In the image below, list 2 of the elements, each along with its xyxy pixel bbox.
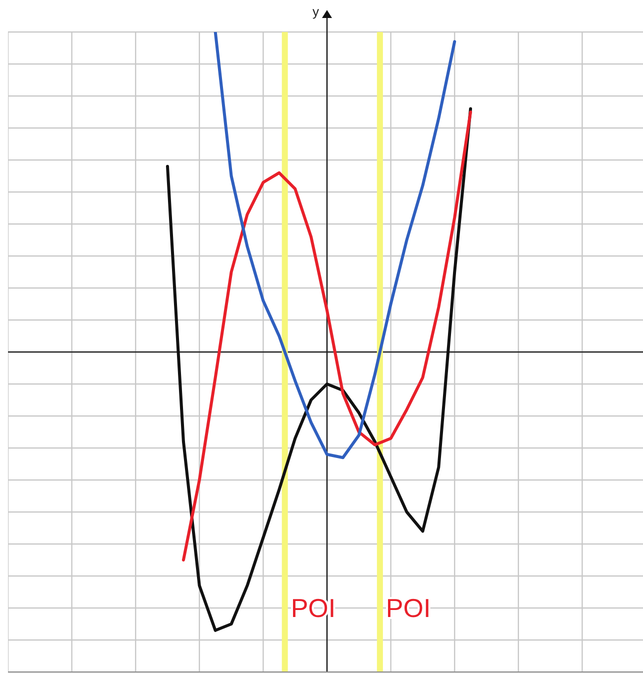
y-axis-title: y [312,4,320,19]
annotation: POI [386,593,431,623]
